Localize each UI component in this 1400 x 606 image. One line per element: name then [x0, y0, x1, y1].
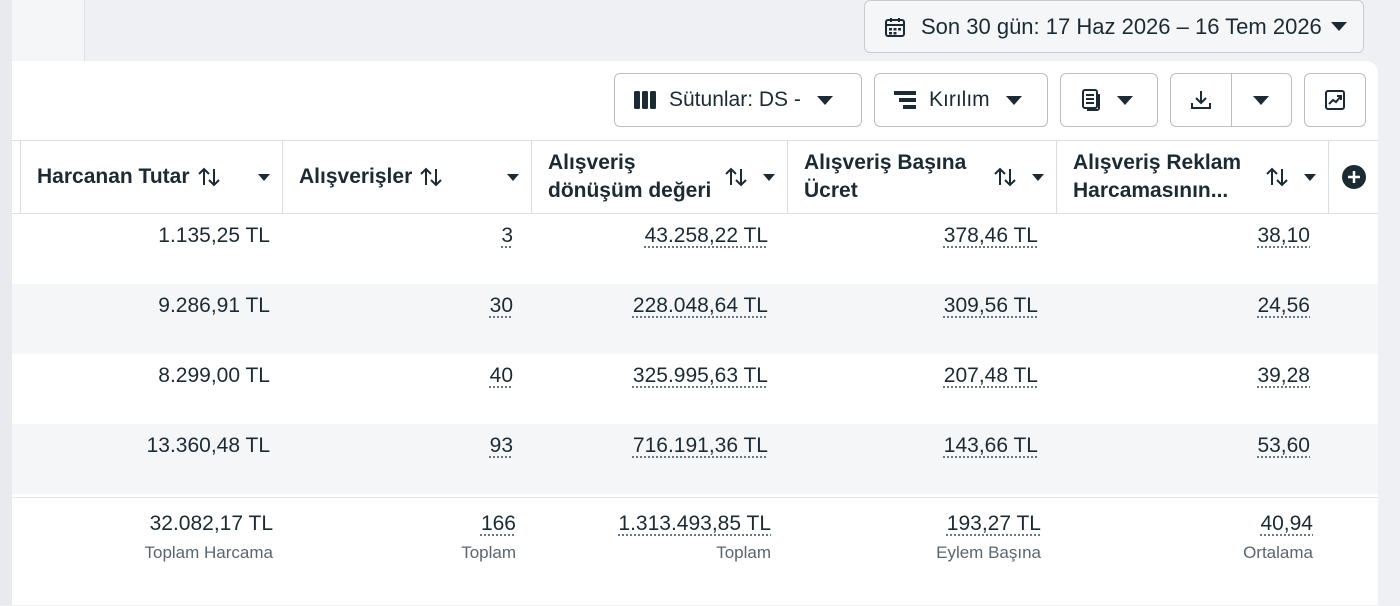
sort-arrows-icon[interactable] — [418, 165, 444, 189]
date-range-picker[interactable]: Son 30 gün: 17 Haz 2026 – 16 Tem 2026 — [864, 0, 1364, 53]
column-menu-icon[interactable] — [1032, 173, 1044, 181]
total-purchase-value[interactable]: 1.313.493,85 TL — [618, 512, 771, 535]
chevron-down-icon — [1331, 22, 1347, 31]
cell-roas[interactable]: 53,60 — [1257, 434, 1310, 457]
download-button[interactable] — [1171, 74, 1232, 126]
column-menu-icon[interactable] — [1304, 173, 1316, 181]
cell-purchases[interactable]: 40 — [489, 364, 513, 387]
cell-cost-per-purchase[interactable]: 207,48 TL — [943, 364, 1038, 387]
table-header: Harcanan Tutar Alışverişler Alışveriş dö… — [12, 140, 1378, 214]
header-label-group: Alışveriş Reklam Harcamasının... — [1073, 149, 1241, 205]
table-row: 13.360,48 TL 93 716.191,36 TL 143,66 TL … — [12, 424, 1378, 494]
total-cost-per-purchase[interactable]: 193,27 TL — [946, 512, 1041, 535]
cell-spend: 13.360,48 TL — [146, 434, 270, 457]
cell-purchases[interactable]: 3 — [501, 224, 513, 247]
header-label-group: Alışveriş dönüşüm değeri — [548, 149, 711, 205]
sort-arrows-icon[interactable] — [196, 165, 222, 189]
total-roas-caption: Ortalama — [1243, 543, 1313, 562]
columns-label: Sütunlar: DS - — [669, 88, 801, 111]
header-label: Harcanan Tutar — [37, 165, 190, 188]
chart-icon — [1325, 90, 1345, 110]
plus-circle-icon — [1341, 165, 1366, 189]
table-row: 8.299,00 TL 40 325.995,63 TL 207,48 TL 3… — [12, 354, 1378, 424]
columns-dropdown[interactable]: Sütunlar: DS - — [614, 73, 862, 127]
cell-spend: 9.286,91 TL — [158, 294, 270, 317]
cell-cost-per-purchase[interactable]: 143,66 TL — [943, 434, 1038, 457]
header-label-line1: Alışveriş — [548, 151, 636, 174]
reports-icon — [1082, 89, 1100, 111]
cell-purchase-value[interactable]: 325.995,63 TL — [632, 364, 768, 387]
columns-icon — [634, 91, 656, 109]
header-label-line2: Harcamasının... — [1073, 179, 1229, 202]
sort-arrows-icon[interactable] — [992, 165, 1018, 189]
add-column-button[interactable] — [1329, 141, 1378, 213]
cell-cost-per-purchase[interactable]: 378,46 TL — [943, 224, 1038, 247]
chevron-down-icon — [816, 95, 833, 105]
total-purchase-value-caption: Toplam — [716, 543, 771, 562]
chevron-down-icon — [1253, 95, 1270, 105]
header-alisveris-donusum-degeri[interactable]: Alışveriş dönüşüm değeri — [532, 141, 788, 213]
breakdown-dropdown[interactable]: Kırılım — [874, 73, 1048, 127]
cell-purchase-value[interactable]: 43.258,22 TL — [644, 224, 768, 247]
table-row: 9.286,91 TL 30 228.048,64 TL 309,56 TL 2… — [12, 284, 1378, 354]
header-alisveris-reklam-harcamasi[interactable]: Alışveriş Reklam Harcamasının... — [1057, 141, 1329, 213]
sort-arrows-icon[interactable] — [723, 165, 749, 189]
calendar-icon — [885, 17, 905, 37]
export-options-button[interactable] — [1232, 74, 1292, 126]
date-range-label: Son 30 gün: 17 Haz 2026 – 16 Tem 2026 — [921, 13, 1322, 39]
cell-roas[interactable]: 24,56 — [1257, 294, 1310, 317]
reports-dropdown[interactable] — [1060, 73, 1158, 127]
header-label-line1: Alışveriş Reklam — [1073, 151, 1242, 174]
chevron-down-icon — [1117, 95, 1133, 105]
table-row: 1.135,25 TL 3 43.258,22 TL 378,46 TL 38,… — [12, 214, 1378, 284]
cell-spend: 8.299,00 TL — [158, 364, 270, 387]
header-spacer — [12, 141, 21, 213]
header-label-line1: Alışveriş Başına — [804, 151, 967, 174]
chart-button[interactable] — [1304, 73, 1366, 127]
cell-purchases[interactable]: 30 — [489, 294, 513, 317]
cell-cost-per-purchase[interactable]: 309,56 TL — [943, 294, 1038, 317]
column-menu-icon[interactable] — [258, 173, 270, 181]
breakdown-label: Kırılım — [929, 88, 990, 111]
totals-row: 32.082,17 TL Toplam Harcama 166 Toplam 1… — [12, 497, 1378, 606]
header-label-line2: Ücret — [804, 179, 858, 202]
column-menu-icon[interactable] — [507, 173, 519, 181]
total-purchases[interactable]: 166 — [480, 512, 516, 535]
sort-arrows-icon[interactable] — [1264, 165, 1290, 189]
chevron-down-icon — [1005, 95, 1022, 105]
total-purchases-caption: Toplam — [461, 543, 516, 562]
total-spend: 32.082,17 TL — [149, 512, 273, 535]
cell-roas[interactable]: 38,10 — [1257, 224, 1310, 247]
total-roas[interactable]: 40,94 — [1260, 512, 1313, 535]
cell-spend: 1.135,25 TL — [158, 224, 270, 247]
left-edge — [0, 0, 12, 605]
total-cost-per-purchase-caption: Eylem Başına — [936, 543, 1041, 562]
header-alisveris-basina-ucret[interactable]: Alışveriş Başına Ücret — [788, 141, 1057, 213]
cell-purchases[interactable]: 93 — [489, 434, 513, 457]
header-label: Alışverişler — [299, 165, 413, 188]
report-panel: Sütunlar: DS - Kırılım — [12, 61, 1378, 605]
export-group — [1170, 73, 1292, 127]
cell-purchase-value[interactable]: 716.191,36 TL — [632, 434, 768, 457]
total-spend-caption: Toplam Harcama — [144, 543, 274, 562]
breakdown-icon — [894, 91, 916, 109]
header-label-line2: dönüşüm değeri — [548, 179, 712, 202]
header-alisverisler[interactable]: Alışverişler — [283, 141, 532, 213]
download-icon — [1190, 91, 1211, 109]
cell-roas[interactable]: 39,28 — [1257, 364, 1310, 387]
cell-purchase-value[interactable]: 228.048,64 TL — [632, 294, 768, 317]
header-harcanan-tutar[interactable]: Harcanan Tutar — [21, 141, 283, 213]
column-menu-icon[interactable] — [763, 173, 775, 181]
header-label-group: Alışveriş Başına Ücret — [804, 149, 966, 205]
top-left-panel — [12, 0, 85, 62]
